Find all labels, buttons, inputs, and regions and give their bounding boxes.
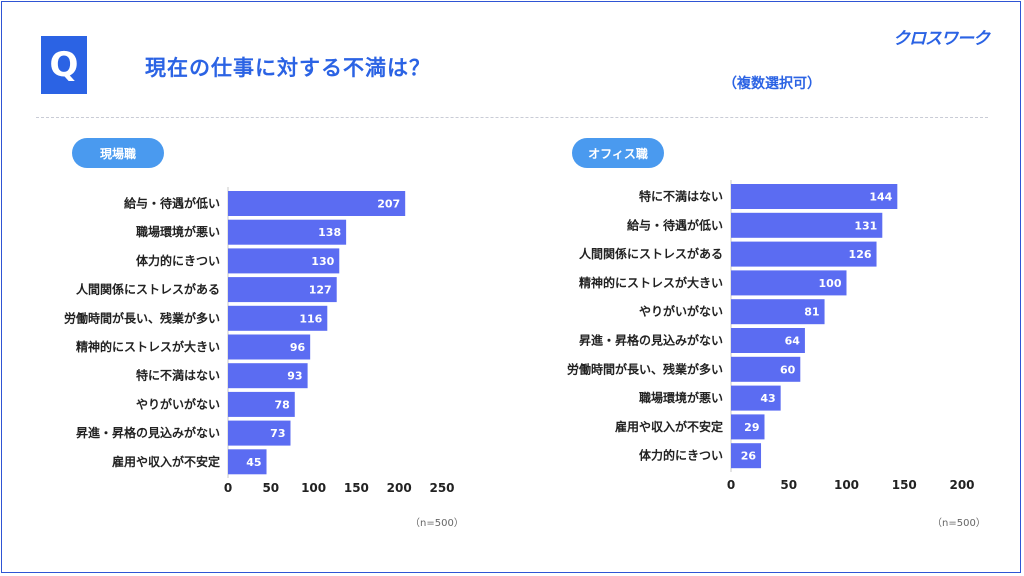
right-value-label: 60 <box>780 363 796 376</box>
left-value-label: 138 <box>318 226 341 239</box>
left-category-label: 人間関係にストレスがある <box>76 282 220 297</box>
left-value-label: 130 <box>311 255 334 268</box>
right-category-label: 人間関係にストレスがある <box>579 246 723 261</box>
left-category-label: 昇進・昇格の見込みがない <box>76 425 220 440</box>
chart-right-title-pill: オフィス職 <box>572 138 664 168</box>
multi-select-note: （複数選択可） <box>723 76 821 92</box>
left-value-label: 93 <box>287 370 302 383</box>
right-category-label: 職場環境が悪い <box>639 390 723 405</box>
right-tick-label: 100 <box>834 478 859 492</box>
right-category-label: 体力的にきつい <box>639 448 723 463</box>
right-value-label: 81 <box>804 306 819 319</box>
right-bar <box>731 184 898 209</box>
page-title: 現在の仕事に対する不満は？ <box>145 56 431 80</box>
divider <box>36 117 988 118</box>
right-category-label: 給与・待遇が低い <box>627 217 723 232</box>
right-value-label: 131 <box>854 219 877 232</box>
left-tick-label: 200 <box>387 481 412 495</box>
right-category-label: 雇用や収入が不安定 <box>615 419 723 434</box>
right-value-label: 64 <box>785 335 801 348</box>
left-bar <box>228 449 267 475</box>
left-bar <box>228 391 295 417</box>
left-category-label: 雇用や収入が不安定 <box>112 454 220 469</box>
left-category-label: 労働時間が長い、残業が多い <box>64 310 220 325</box>
left-bar <box>228 219 347 245</box>
left-tick-label: 150 <box>344 481 369 495</box>
brand-logo: クロスワーク <box>893 29 990 49</box>
left-value-label: 78 <box>274 398 289 411</box>
right-tick-label: 50 <box>780 478 797 492</box>
left-value-label: 116 <box>299 312 322 325</box>
left-category-label: 職場環境が悪い <box>136 224 220 239</box>
right-bar <box>731 443 762 469</box>
left-category-label: 精神的にストレスが大きい <box>76 339 220 354</box>
left-value-label: 207 <box>377 198 400 211</box>
right-value-label: 29 <box>744 421 759 434</box>
left-category-label: 体力的にきつい <box>136 253 220 268</box>
left-value-label: 96 <box>290 341 306 354</box>
right-category-label: 特に不満はない <box>639 189 723 204</box>
q-badge: Q <box>41 36 87 94</box>
right-bar <box>731 328 805 353</box>
right-value-label: 100 <box>819 277 842 290</box>
left-category-label: 給与・待遇が低い <box>124 196 220 211</box>
right-tick-label: 0 <box>727 478 735 492</box>
left-bar <box>228 191 406 216</box>
right-bar <box>731 385 781 411</box>
right-bar <box>731 270 847 296</box>
right-value-label: 43 <box>760 392 775 405</box>
right-value-label: 126 <box>849 248 872 261</box>
left-bar <box>228 305 328 331</box>
sample-size-note-right: （n=500） <box>932 518 986 529</box>
right-category-label: 労働時間が長い、残業が多い <box>567 361 723 376</box>
left-tick-label: 50 <box>262 481 279 495</box>
left-bar <box>228 363 308 389</box>
right-bar <box>731 414 765 440</box>
chart-left-title-pill: 現場職 <box>72 138 164 168</box>
left-tick-label: 100 <box>301 481 326 495</box>
right-bar <box>731 356 801 382</box>
left-tick-label: 250 <box>429 481 454 495</box>
right-category-label: 昇進・昇格の見込みがない <box>579 333 723 348</box>
right-value-label: 26 <box>741 450 757 463</box>
left-bar <box>228 334 311 360</box>
left-value-label: 127 <box>309 284 332 297</box>
left-bar <box>228 420 291 446</box>
right-bar <box>731 212 883 238</box>
right-tick-label: 200 <box>949 478 974 492</box>
left-value-label: 45 <box>246 456 261 469</box>
right-category-label: やりがいがない <box>639 304 723 319</box>
sample-size-note-left: （n=500） <box>410 518 464 529</box>
left-bar <box>228 248 340 274</box>
left-bar <box>228 277 337 303</box>
left-category-label: やりがいがない <box>136 396 220 411</box>
right-tick-label: 150 <box>892 478 917 492</box>
left-value-label: 73 <box>270 427 285 440</box>
right-bar <box>731 299 825 325</box>
right-category-label: 精神的にストレスが大きい <box>579 275 723 290</box>
left-category-label: 特に不満はない <box>136 368 220 383</box>
right-value-label: 144 <box>869 191 892 204</box>
right-bar <box>731 241 877 267</box>
left-tick-label: 0 <box>224 481 232 495</box>
